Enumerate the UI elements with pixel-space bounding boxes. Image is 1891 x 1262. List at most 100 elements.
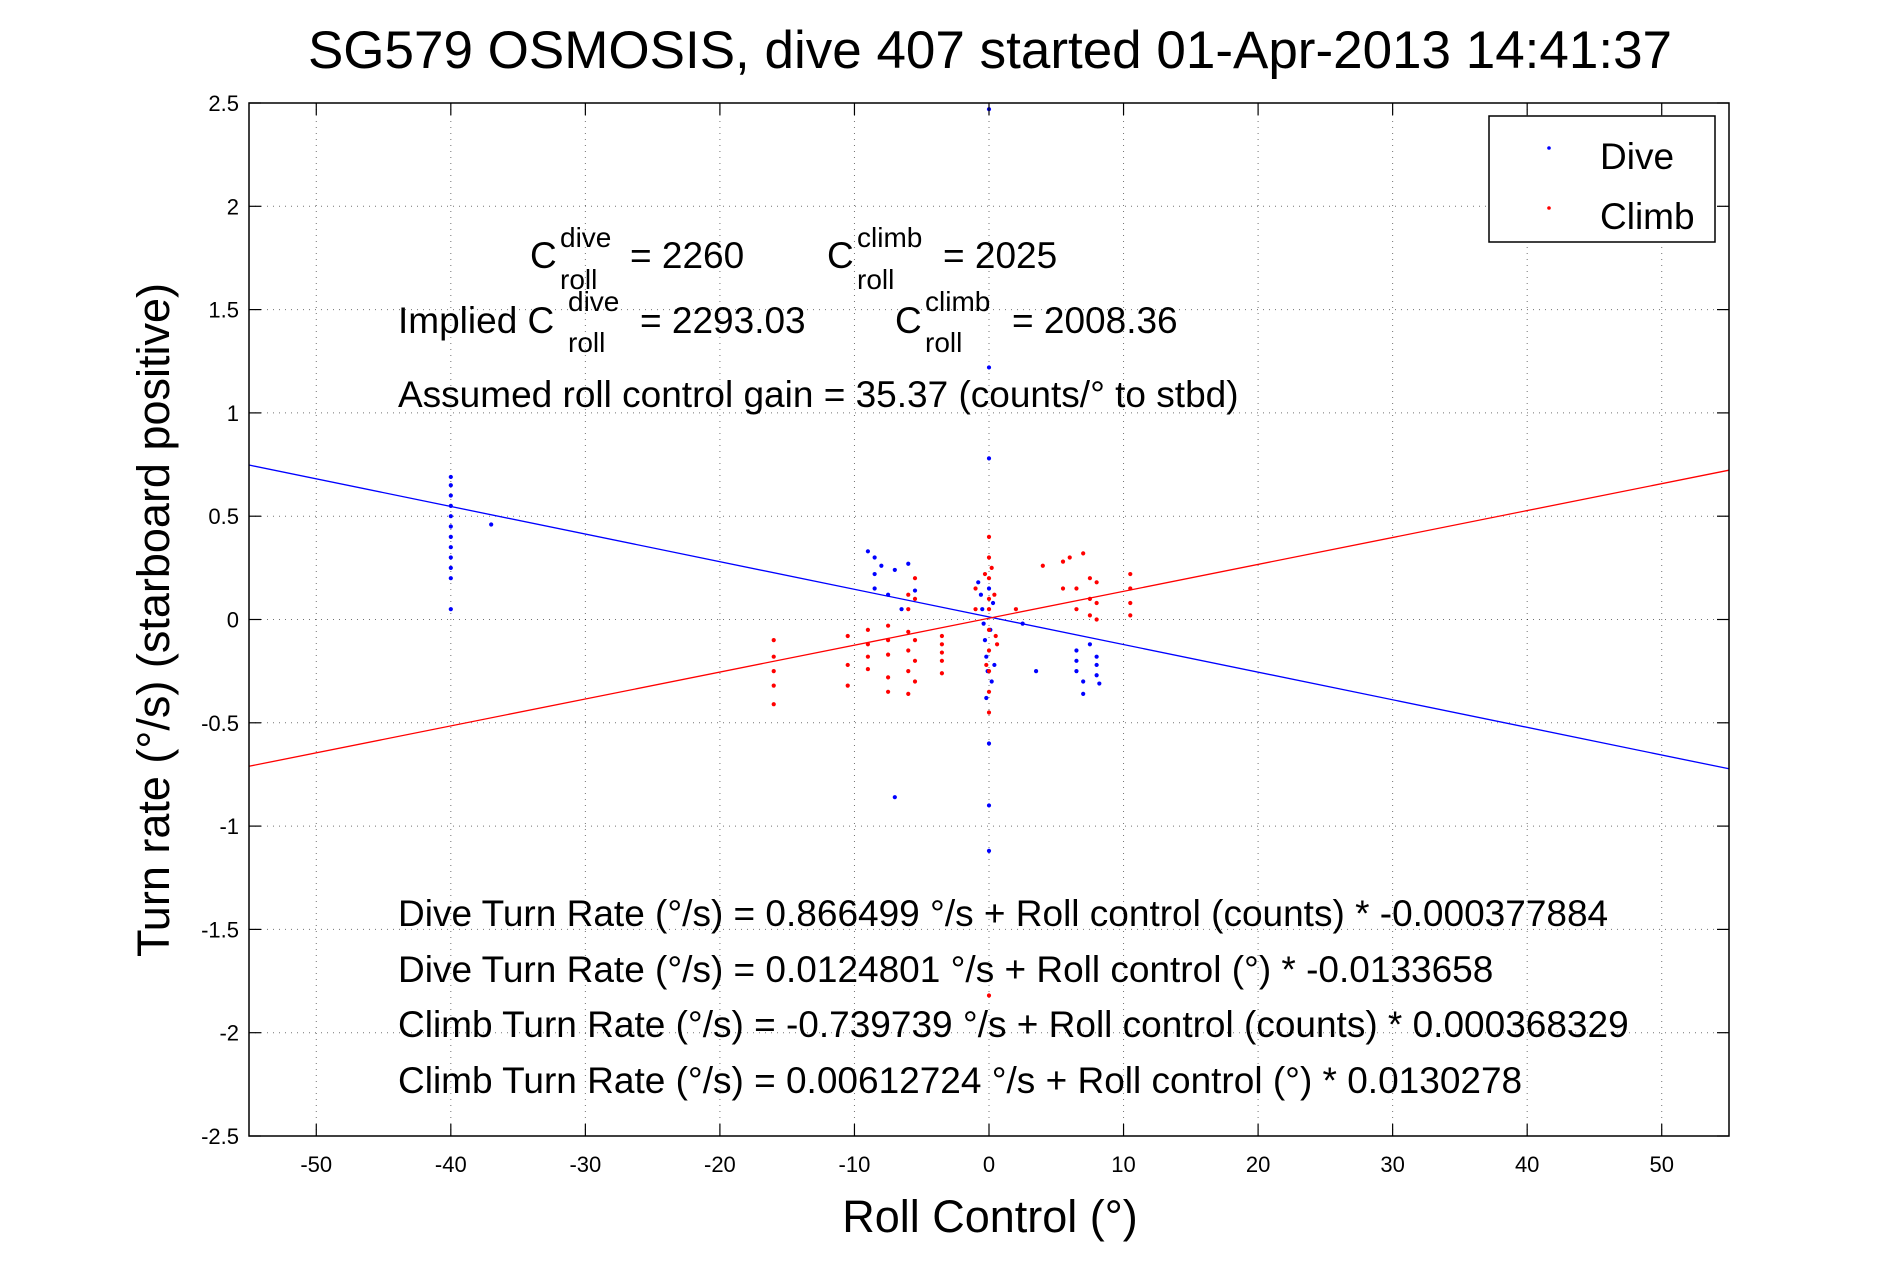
data-point-climb <box>912 638 918 643</box>
data-point-climb <box>973 607 978 612</box>
data-point-dive <box>1081 679 1086 684</box>
svg-text:roll: roll <box>857 264 894 295</box>
data-point-dive <box>448 493 453 498</box>
data-point-dive <box>906 561 911 566</box>
svg-text:climb: climb <box>925 286 990 317</box>
data-point-dive <box>986 741 992 746</box>
x-tick-label: 40 <box>1515 1152 1539 1177</box>
data-point-climb <box>865 642 871 647</box>
data-point-climb <box>994 642 1000 647</box>
data-point-climb <box>1067 555 1072 560</box>
fit-line-dive <box>248 464 1730 770</box>
data-point-dive <box>448 514 453 519</box>
data-point-dive <box>1094 662 1099 668</box>
data-point-dive <box>448 503 453 508</box>
data-point-climb <box>845 662 850 668</box>
data-point-dive <box>978 592 984 597</box>
data-point-dive <box>489 522 494 527</box>
data-point-dive <box>1020 621 1025 626</box>
axis-ticks: -50 -40 -30 -20 -10 0 10 20 30 40 50 2.5 2 1.5 1 0.5 0 -0… <box>201 91 1729 1177</box>
data-point-dive <box>980 607 985 612</box>
data-point-climb <box>885 675 891 680</box>
annotation-c-roll-dive: C dive roll = 2260 <box>530 222 744 295</box>
data-point-climb <box>986 607 992 612</box>
data-points <box>448 107 1133 998</box>
annotation-implied-climb: C climb roll = 2008.36 <box>895 286 1178 358</box>
data-point-climb <box>986 596 992 601</box>
data-point-climb <box>982 571 988 577</box>
y-tick-label: -2.5 <box>201 1124 239 1149</box>
data-point-dive <box>1094 654 1099 659</box>
svg-text:climb: climb <box>857 222 922 253</box>
data-point-climb <box>986 576 992 581</box>
annotation-c-roll-climb: C climb roll = 2025 <box>827 222 1057 295</box>
data-point-dive <box>912 588 918 593</box>
x-tick-label: 20 <box>1246 1152 1270 1177</box>
data-point-dive <box>448 474 453 480</box>
data-point-climb <box>986 710 992 715</box>
data-point-climb <box>1094 580 1099 585</box>
data-point-dive <box>865 549 871 554</box>
data-point-climb <box>973 586 978 591</box>
data-point-climb <box>993 633 998 639</box>
fit-lines <box>248 464 1730 770</box>
data-point-climb <box>912 658 918 663</box>
data-point-climb <box>1074 607 1079 612</box>
data-point-climb <box>989 565 994 570</box>
chart-title: SG579 OSMOSIS, dive 407 started 01-Apr-2… <box>308 21 1672 80</box>
data-point-climb <box>986 993 992 998</box>
x-tick-label: -30 <box>569 1152 601 1177</box>
legend-marker-climb <box>1547 206 1551 210</box>
svg-text:= 2008.36: = 2008.36 <box>1012 300 1178 341</box>
x-tick-label: -50 <box>300 1152 332 1177</box>
data-point-dive <box>448 565 453 570</box>
svg-text:C: C <box>530 235 557 276</box>
data-point-climb <box>986 648 992 653</box>
data-point-dive <box>984 695 989 701</box>
data-point-climb <box>986 689 992 694</box>
data-point-dive <box>879 563 884 568</box>
data-point-climb <box>845 683 850 688</box>
data-point-climb <box>912 576 918 581</box>
svg-text:roll: roll <box>925 327 962 358</box>
svg-text:Implied C: Implied C <box>398 300 554 341</box>
x-tick-label: -10 <box>839 1152 871 1177</box>
y-tick-label: -1.5 <box>201 917 239 942</box>
equation-climb-counts: Climb Turn Rate (°/s) = -0.739739 °/s + … <box>398 1004 1629 1045</box>
data-point-climb <box>771 669 776 674</box>
data-point-climb <box>912 596 918 601</box>
data-point-dive <box>448 524 453 529</box>
y-tick-label: -2 <box>219 1021 239 1046</box>
data-point-climb <box>1060 559 1066 564</box>
data-point-dive <box>1094 673 1099 678</box>
y-tick-label: 2 <box>227 194 239 219</box>
data-point-dive <box>990 600 996 606</box>
data-point-dive <box>984 654 989 659</box>
data-point-climb <box>1081 551 1086 556</box>
data-point-climb <box>1087 596 1093 601</box>
data-point-dive <box>986 803 992 808</box>
data-point-dive <box>986 365 992 370</box>
data-point-dive <box>1074 658 1079 663</box>
data-point-climb <box>939 658 945 663</box>
equation-dive-degrees: Dive Turn Rate (°/s) = 0.0124801 °/s + R… <box>398 949 1493 990</box>
equation-climb-degrees: Climb Turn Rate (°/s) = 0.00612724 °/s +… <box>398 1060 1522 1101</box>
data-point-climb <box>1128 586 1133 591</box>
y-axis-label: Turn rate (°/s) (starboard positive) <box>128 283 179 957</box>
y-tick-label: 2.5 <box>208 91 239 116</box>
data-point-dive <box>899 607 904 612</box>
svg-text:C: C <box>895 300 922 341</box>
data-point-dive <box>872 571 877 577</box>
data-point-dive <box>986 848 992 853</box>
data-point-climb <box>771 638 776 643</box>
y-tick-label: 1.5 <box>208 298 239 323</box>
data-point-climb <box>1060 586 1066 591</box>
data-point-climb <box>1087 576 1093 581</box>
data-point-climb <box>986 534 992 539</box>
data-point-dive <box>989 679 994 684</box>
data-point-climb <box>885 652 891 657</box>
svg-text:roll: roll <box>560 264 597 295</box>
data-point-dive <box>892 795 897 800</box>
y-tick-label: -1 <box>219 814 239 839</box>
